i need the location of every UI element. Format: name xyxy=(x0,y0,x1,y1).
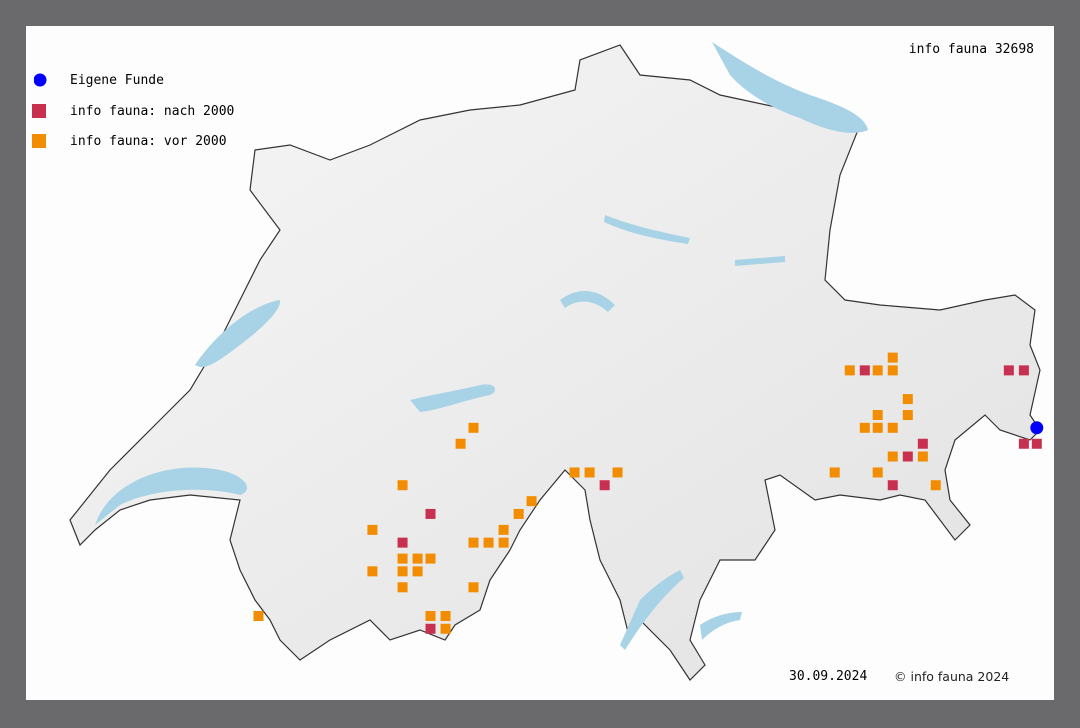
record-vor-2000[interactable] xyxy=(397,480,408,491)
lake-thun xyxy=(410,384,496,412)
switzerland-map[interactable] xyxy=(26,26,1054,700)
record-nach-2000[interactable] xyxy=(859,365,870,376)
record-vor-2000[interactable] xyxy=(425,611,436,622)
record-vor-2000[interactable] xyxy=(872,410,883,421)
record-vor-2000[interactable] xyxy=(440,623,451,634)
map-panel: info fauna 32698 Eigene Funde info fauna… xyxy=(26,26,1054,700)
lakes xyxy=(95,42,868,650)
legend-label: info fauna: nach 2000 xyxy=(70,103,235,119)
record-vor-2000[interactable] xyxy=(829,467,840,478)
lake-neuchatel xyxy=(195,300,281,368)
record-vor-2000[interactable] xyxy=(872,422,883,433)
country-outline xyxy=(69,44,1041,681)
copyright: © info fauna 2024 xyxy=(894,669,1010,684)
record-vor-2000[interactable] xyxy=(917,451,928,462)
record-vor-2000[interactable] xyxy=(468,582,479,593)
record-nach-2000[interactable] xyxy=(1018,438,1029,449)
record-vor-2000[interactable] xyxy=(887,422,898,433)
record-vor-2000[interactable] xyxy=(872,467,883,478)
record-vor-2000[interactable] xyxy=(455,438,466,449)
record-vor-2000[interactable] xyxy=(930,480,941,491)
record-vor-2000[interactable] xyxy=(902,410,913,421)
date-stamp: 30.09.2024 xyxy=(789,669,868,684)
record-vor-2000[interactable] xyxy=(887,451,898,462)
record-vor-2000[interactable] xyxy=(468,422,479,433)
record-vor-2000[interactable] xyxy=(483,537,494,548)
record-vor-2000[interactable] xyxy=(872,365,883,376)
record-vor-2000[interactable] xyxy=(397,566,408,577)
record-nach-2000[interactable] xyxy=(917,438,928,449)
record-vor-2000[interactable] xyxy=(526,496,537,507)
record-eigene-funde[interactable] xyxy=(1030,421,1044,435)
record-vor-2000[interactable] xyxy=(440,611,451,622)
record-vor-2000[interactable] xyxy=(887,352,898,363)
lake-zurich xyxy=(604,215,690,244)
record-vor-2000[interactable] xyxy=(425,553,436,564)
red-square-icon xyxy=(32,104,46,118)
record-nach-2000[interactable] xyxy=(887,480,898,491)
records-layer xyxy=(253,352,1044,634)
record-nach-2000[interactable] xyxy=(599,480,610,491)
record-nach-2000[interactable] xyxy=(397,537,408,548)
record-vor-2000[interactable] xyxy=(569,467,580,478)
legend-label: info fauna: vor 2000 xyxy=(70,133,227,149)
record-vor-2000[interactable] xyxy=(412,553,423,564)
orange-square-icon xyxy=(32,134,46,148)
record-vor-2000[interactable] xyxy=(859,422,870,433)
record-nach-2000[interactable] xyxy=(1031,438,1042,449)
record-vor-2000[interactable] xyxy=(612,467,623,478)
record-vor-2000[interactable] xyxy=(367,524,378,535)
record-vor-2000[interactable] xyxy=(397,553,408,564)
record-nach-2000[interactable] xyxy=(1018,365,1029,376)
record-vor-2000[interactable] xyxy=(397,582,408,593)
map-title: info fauna 32698 xyxy=(908,42,1034,57)
legend-label: Eigene Funde xyxy=(70,72,164,88)
record-vor-2000[interactable] xyxy=(902,394,913,405)
record-nach-2000[interactable] xyxy=(425,623,436,634)
record-vor-2000[interactable] xyxy=(498,524,509,535)
record-vor-2000[interactable] xyxy=(253,611,264,622)
record-vor-2000[interactable] xyxy=(412,566,423,577)
blue-circle-icon xyxy=(34,73,47,87)
lake-constance xyxy=(712,42,868,133)
record-vor-2000[interactable] xyxy=(513,508,524,519)
record-vor-2000[interactable] xyxy=(584,467,595,478)
record-vor-2000[interactable] xyxy=(887,365,898,376)
record-nach-2000[interactable] xyxy=(425,508,436,519)
record-nach-2000[interactable] xyxy=(902,451,913,462)
record-nach-2000[interactable] xyxy=(1003,365,1014,376)
record-vor-2000[interactable] xyxy=(468,537,479,548)
record-vor-2000[interactable] xyxy=(367,566,378,577)
lake-geneva xyxy=(95,467,248,525)
lake-lucerne xyxy=(560,290,615,312)
record-vor-2000[interactable] xyxy=(498,537,509,548)
lake-maggiore xyxy=(620,570,684,650)
record-vor-2000[interactable] xyxy=(844,365,855,376)
lake-lugano xyxy=(700,612,742,640)
lake-walen xyxy=(735,256,785,266)
